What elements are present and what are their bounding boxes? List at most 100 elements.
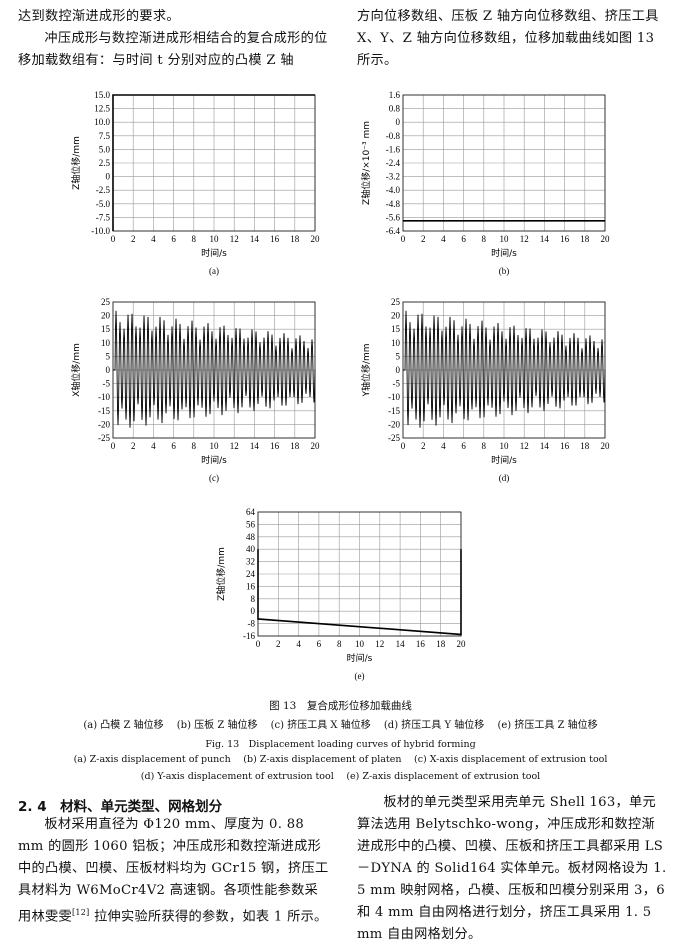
x-tick-label: 2 <box>421 234 426 244</box>
top-left-column: 达到数控渐进成形的要求。 冲压成形与数控渐进成形相结合的复合成形的位移加载数组有… <box>18 6 330 72</box>
x-tick-label: 14 <box>396 639 406 649</box>
y-tick-label: 2.5 <box>99 158 111 168</box>
x-tick-label: 4 <box>151 234 156 244</box>
x-tick-label: 12 <box>230 234 239 244</box>
y-tick-label: 32 <box>246 557 255 567</box>
x-tick-label: 8 <box>192 441 197 451</box>
y-tick-label: 10 <box>391 338 401 348</box>
x-tick-label: 14 <box>540 234 550 244</box>
x-tick-label: 8 <box>337 639 342 649</box>
x-tick-label: 0 <box>401 441 406 451</box>
x-tick-label: 8 <box>192 234 197 244</box>
y-tick-label: 10.0 <box>94 117 110 127</box>
y-tick-label: 0 <box>396 117 401 127</box>
y-tick-label: 0.8 <box>389 104 401 114</box>
y-tick-label: 15 <box>101 324 111 334</box>
y-axis-label: Z轴位移/mm <box>215 547 227 601</box>
plot-frame <box>402 94 606 232</box>
x-tick-label: 16 <box>416 639 426 649</box>
y-tick-label: -4.8 <box>386 199 401 209</box>
y-tick-label: 0 <box>106 365 111 375</box>
y-tick-label: 5.0 <box>99 144 111 154</box>
y-tick-label: 0 <box>106 172 111 182</box>
x-tick-label: 0 <box>111 234 116 244</box>
y-tick-label: -7.5 <box>96 212 111 222</box>
x-tick-label: 0 <box>401 234 406 244</box>
panel-label: (a) <box>209 266 219 276</box>
section-right-paragraph: 板材的单元类型采用壳单元 Shell 163，单元算法选用 Belytschko… <box>357 795 667 942</box>
y-tick-label: -10 <box>388 392 400 402</box>
y-axis-label: X轴位移/mm <box>70 343 82 397</box>
x-tick-label: 10 <box>355 639 365 649</box>
x-tick-label: 12 <box>520 441 529 451</box>
y-tick-label: -2.5 <box>96 185 111 195</box>
y-tick-label: -15 <box>388 406 400 416</box>
panel-label: (b) <box>499 266 510 276</box>
data-series-line <box>113 310 316 428</box>
x-tick-label: 0 <box>111 441 116 451</box>
y-tick-label: -15 <box>98 406 110 416</box>
x-tick-label: 10 <box>500 234 510 244</box>
y-axis-label: Z轴位移/mm <box>70 136 82 190</box>
y-tick-label: -16 <box>243 631 255 641</box>
y-tick-label: 10 <box>101 338 111 348</box>
x-tick-label: 14 <box>250 234 260 244</box>
section-left-column: 板材采用直径为 Φ120 mm、厚度为 0. 88 mm 的圆形 1060 铝板… <box>18 814 330 928</box>
x-tick-label: 6 <box>461 441 466 451</box>
subcaption-en-a: (a) Z-axis displacement of punch <box>73 754 231 765</box>
y-tick-label: -8 <box>248 619 256 629</box>
x-tick-label: 6 <box>171 441 176 451</box>
y-tick-label: 5 <box>106 351 111 361</box>
x-tick-label: 4 <box>441 234 446 244</box>
x-axis-label: 时间/s <box>347 652 373 664</box>
y-tick-label: 48 <box>246 532 256 542</box>
x-tick-label: 4 <box>151 441 156 451</box>
x-tick-label: 20 <box>601 234 611 244</box>
top-left-paragraph: 冲压成形与数控渐进成形相结合的复合成形的位移加载数组有：与时间 t 分别对应的凸… <box>18 31 328 68</box>
y-tick-label: 15.0 <box>94 90 110 100</box>
x-tick-label: 2 <box>276 639 281 649</box>
data-series-line <box>112 94 315 231</box>
x-tick-label: 2 <box>131 234 136 244</box>
y-tick-label: 0 <box>396 365 401 375</box>
y-tick-label: -10 <box>98 392 110 402</box>
subcaption-en-b: (b) Z-axis displacement of platen <box>243 754 402 765</box>
x-tick-label: 8 <box>482 441 487 451</box>
y-tick-label: 25 <box>391 297 401 307</box>
x-tick-label: 6 <box>171 234 176 244</box>
y-tick-label: 56 <box>246 519 256 529</box>
x-axis-label: 时间/s <box>201 247 227 259</box>
x-axis-label: 时间/s <box>491 247 517 259</box>
y-tick-label: -0.8 <box>386 131 401 141</box>
panel-label: (e) <box>355 671 365 681</box>
top-right-column: 方向位移数组、压板 Z 轴方向位移数组、挤压工具 X、Y、Z 轴方向位移数组，位… <box>357 6 667 72</box>
y-tick-label: -10.0 <box>91 226 110 236</box>
x-tick-label: 10 <box>210 441 220 451</box>
y-tick-label: -20 <box>98 419 110 429</box>
x-tick-label: 16 <box>560 234 570 244</box>
x-tick-label: 8 <box>482 234 487 244</box>
section-left-paragraph: 板材采用直径为 Φ120 mm、厚度为 0. 88 mm 的圆形 1060 铝板… <box>18 814 330 928</box>
x-tick-label: 16 <box>560 441 570 451</box>
x-tick-label: 6 <box>317 639 322 649</box>
y-tick-label: -20 <box>388 419 400 429</box>
y-tick-label: -25 <box>388 433 400 443</box>
data-series-line <box>257 549 462 636</box>
chart-d: 0 2 4 6 8 10 12 14 16 18 20 25 20 15 10 5 0 -5 -10 -15 -20 -2… <box>360 297 610 483</box>
y-tick-label: 8 <box>251 594 256 604</box>
x-tick-label: 12 <box>520 234 529 244</box>
y-tick-label: -25 <box>98 433 110 443</box>
y-tick-label: 20 <box>101 311 111 321</box>
y-tick-label: -5 <box>393 379 401 389</box>
y-tick-label: 64 <box>246 507 256 517</box>
y-tick-label: -5.6 <box>386 212 401 222</box>
subcaptions-en-row1: (a) Z-axis displacement of punch (b) Z-a… <box>0 754 681 765</box>
y-tick-label: -2.4 <box>386 158 401 168</box>
y-tick-label: -5 <box>103 379 111 389</box>
x-tick-label: 18 <box>290 234 300 244</box>
section-heading: 2. 4 材料、单元类型、网格划分 <box>18 799 223 815</box>
y-tick-label: 0 <box>251 606 256 616</box>
panel-label: (d) <box>499 473 510 483</box>
subcaption-cn-c: (c) 挤压工具 X 轴位移 <box>270 720 371 731</box>
